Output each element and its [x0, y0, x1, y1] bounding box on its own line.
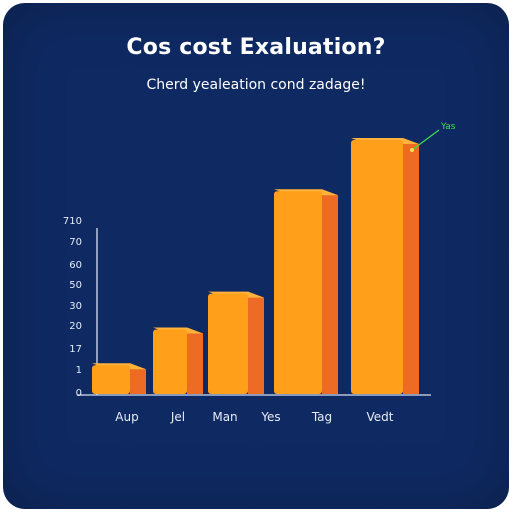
y-tick-label: 1	[76, 365, 82, 376]
y-tick-label: 60	[69, 260, 82, 271]
y-tick-label: 17	[69, 344, 82, 355]
x-tick-label: Jel	[170, 410, 185, 424]
bar-side-tag	[322, 189, 338, 394]
bar-vedt	[351, 140, 403, 394]
y-tick-label: 30	[69, 301, 82, 312]
bar-side-aup	[130, 363, 146, 394]
bar-aup	[92, 365, 130, 394]
bar-jel	[153, 329, 187, 394]
y-tick-label: 710	[63, 216, 82, 227]
y-tick-label: 0	[76, 388, 82, 399]
annotation-marker	[410, 148, 414, 152]
x-tick-label: Aup	[115, 410, 138, 424]
chart-subtitle: Cherd yealeation cond zadage!	[146, 77, 366, 93]
bar-side-man	[248, 291, 264, 394]
chart-title: Cos cost Exaluation?	[126, 35, 386, 60]
bar-side-jel	[187, 327, 203, 394]
x-tick-label: Yes	[260, 410, 280, 424]
bar-side-vedt	[403, 138, 419, 394]
bar-tag	[274, 191, 322, 394]
bar-man	[208, 293, 248, 394]
x-tick-label: Vedt	[367, 410, 394, 424]
annotation-label: Yas	[440, 122, 456, 132]
y-tick-label: 70	[69, 237, 82, 248]
x-tick-label: Tag	[311, 410, 332, 424]
y-tick-label: 50	[69, 280, 82, 291]
chart-card: Cos cost Exaluation? Cherd yealeation co…	[3, 3, 509, 509]
y-tick-label: 20	[69, 321, 82, 332]
annotation-leader-line	[411, 129, 440, 151]
x-tick-label: Man	[212, 410, 237, 424]
bar-chart: 0 1 17 20 30 50 60 70 710 Aup Jel Man Yes Tag Vedt Yas	[63, 122, 456, 424]
